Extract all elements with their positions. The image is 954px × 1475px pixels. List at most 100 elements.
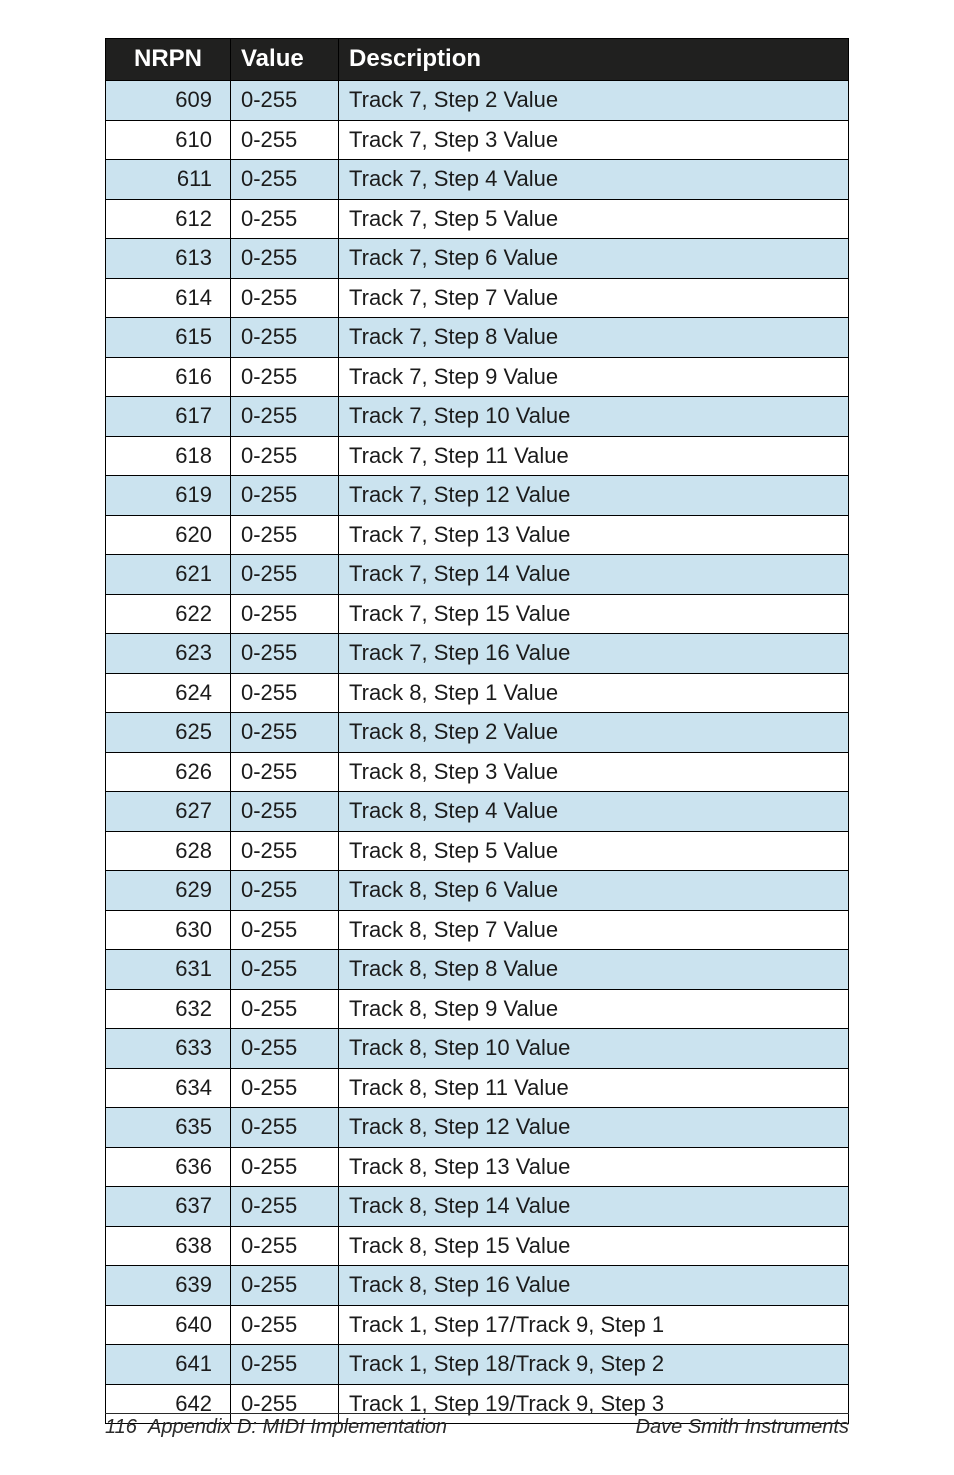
cell-value: 0-255 — [231, 1187, 339, 1227]
cell-nrpn: 629 — [106, 871, 231, 911]
cell-description: Track 7, Step 7 Value — [339, 278, 849, 318]
cell-value: 0-255 — [231, 871, 339, 911]
cell-value: 0-255 — [231, 318, 339, 358]
table-row: 6100-255Track 7, Step 3 Value — [106, 120, 849, 160]
table-row: 6260-255Track 8, Step 3 Value — [106, 752, 849, 792]
cell-nrpn: 635 — [106, 1108, 231, 1148]
cell-description: Track 7, Step 3 Value — [339, 120, 849, 160]
cell-value: 0-255 — [231, 199, 339, 239]
cell-description: Track 8, Step 14 Value — [339, 1187, 849, 1227]
cell-description: Track 7, Step 14 Value — [339, 555, 849, 595]
table-row: 6390-255Track 8, Step 16 Value — [106, 1266, 849, 1306]
cell-description: Track 1, Step 18/Track 9, Step 2 — [339, 1345, 849, 1385]
cell-value: 0-255 — [231, 278, 339, 318]
cell-nrpn: 624 — [106, 673, 231, 713]
cell-value: 0-255 — [231, 1147, 339, 1187]
cell-nrpn: 627 — [106, 792, 231, 832]
cell-value: 0-255 — [231, 989, 339, 1029]
cell-nrpn: 616 — [106, 357, 231, 397]
cell-description: Track 8, Step 10 Value — [339, 1029, 849, 1069]
table-row: 6240-255Track 8, Step 1 Value — [106, 673, 849, 713]
cell-description: Track 7, Step 4 Value — [339, 160, 849, 200]
footer-right: Dave Smith Instruments — [636, 1416, 849, 1439]
cell-value: 0-255 — [231, 1029, 339, 1069]
table-row: 6120-255Track 7, Step 5 Value — [106, 199, 849, 239]
table-row: 6300-255Track 8, Step 7 Value — [106, 910, 849, 950]
cell-nrpn: 614 — [106, 278, 231, 318]
cell-value: 0-255 — [231, 1305, 339, 1345]
cell-value: 0-255 — [231, 436, 339, 476]
cell-description: Track 7, Step 11 Value — [339, 436, 849, 476]
cell-value: 0-255 — [231, 634, 339, 674]
table-row: 6360-255Track 8, Step 13 Value — [106, 1147, 849, 1187]
cell-description: Track 1, Step 17/Track 9, Step 1 — [339, 1305, 849, 1345]
table-row: 6340-255Track 8, Step 11 Value — [106, 1068, 849, 1108]
table-row: 6150-255Track 7, Step 8 Value — [106, 318, 849, 358]
table-row: 6270-255Track 8, Step 4 Value — [106, 792, 849, 832]
table-row: 6230-255Track 7, Step 16 Value — [106, 634, 849, 674]
cell-nrpn: 618 — [106, 436, 231, 476]
table-row: 6320-255Track 8, Step 9 Value — [106, 989, 849, 1029]
cell-description: Track 7, Step 16 Value — [339, 634, 849, 674]
cell-description: Track 7, Step 8 Value — [339, 318, 849, 358]
cell-nrpn: 610 — [106, 120, 231, 160]
nrpn-table: NRPN Value Description 6090-255Track 7, … — [105, 38, 849, 1424]
cell-description: Track 7, Step 15 Value — [339, 594, 849, 634]
cell-value: 0-255 — [231, 476, 339, 516]
cell-description: Track 8, Step 9 Value — [339, 989, 849, 1029]
table-row: 6130-255Track 7, Step 6 Value — [106, 239, 849, 279]
page-footer: 116 Appendix D: MIDI Implementation Dave… — [105, 1413, 849, 1439]
table-row: 6410-255Track 1, Step 18/Track 9, Step 2 — [106, 1345, 849, 1385]
cell-value: 0-255 — [231, 397, 339, 437]
cell-value: 0-255 — [231, 239, 339, 279]
cell-nrpn: 640 — [106, 1305, 231, 1345]
cell-description: Track 8, Step 11 Value — [339, 1068, 849, 1108]
table-row: 6110-255Track 7, Step 4 Value — [106, 160, 849, 200]
cell-value: 0-255 — [231, 713, 339, 753]
table-row: 6380-255Track 8, Step 15 Value — [106, 1226, 849, 1266]
cell-nrpn: 633 — [106, 1029, 231, 1069]
cell-nrpn: 636 — [106, 1147, 231, 1187]
cell-value: 0-255 — [231, 1345, 339, 1385]
cell-description: Track 8, Step 3 Value — [339, 752, 849, 792]
cell-description: Track 8, Step 15 Value — [339, 1226, 849, 1266]
table-row: 6160-255Track 7, Step 9 Value — [106, 357, 849, 397]
cell-value: 0-255 — [231, 910, 339, 950]
cell-description: Track 8, Step 12 Value — [339, 1108, 849, 1148]
cell-value: 0-255 — [231, 1068, 339, 1108]
cell-description: Track 8, Step 16 Value — [339, 1266, 849, 1306]
cell-value: 0-255 — [231, 160, 339, 200]
cell-nrpn: 621 — [106, 555, 231, 595]
cell-nrpn: 630 — [106, 910, 231, 950]
cell-nrpn: 626 — [106, 752, 231, 792]
col-header-nrpn: NRPN — [106, 39, 231, 81]
table-row: 6170-255Track 7, Step 10 Value — [106, 397, 849, 437]
table-row: 6220-255Track 7, Step 15 Value — [106, 594, 849, 634]
cell-value: 0-255 — [231, 594, 339, 634]
cell-value: 0-255 — [231, 81, 339, 121]
cell-description: Track 7, Step 10 Value — [339, 397, 849, 437]
cell-nrpn: 632 — [106, 989, 231, 1029]
cell-nrpn: 613 — [106, 239, 231, 279]
footer-left: 116 Appendix D: MIDI Implementation — [105, 1416, 447, 1439]
table-row: 6180-255Track 7, Step 11 Value — [106, 436, 849, 476]
cell-nrpn: 620 — [106, 515, 231, 555]
table-row: 6330-255Track 8, Step 10 Value — [106, 1029, 849, 1069]
cell-description: Track 7, Step 6 Value — [339, 239, 849, 279]
cell-description: Track 8, Step 5 Value — [339, 831, 849, 871]
cell-value: 0-255 — [231, 752, 339, 792]
table-row: 6210-255Track 7, Step 14 Value — [106, 555, 849, 595]
cell-nrpn: 609 — [106, 81, 231, 121]
cell-description: Track 8, Step 6 Value — [339, 871, 849, 911]
cell-value: 0-255 — [231, 831, 339, 871]
cell-nrpn: 623 — [106, 634, 231, 674]
table-row: 6290-255Track 8, Step 6 Value — [106, 871, 849, 911]
cell-nrpn: 612 — [106, 199, 231, 239]
cell-nrpn: 634 — [106, 1068, 231, 1108]
table-row: 6190-255Track 7, Step 12 Value — [106, 476, 849, 516]
cell-description: Track 8, Step 2 Value — [339, 713, 849, 753]
cell-value: 0-255 — [231, 357, 339, 397]
cell-nrpn: 628 — [106, 831, 231, 871]
table-row: 6400-255Track 1, Step 17/Track 9, Step 1 — [106, 1305, 849, 1345]
cell-description: Track 7, Step 9 Value — [339, 357, 849, 397]
